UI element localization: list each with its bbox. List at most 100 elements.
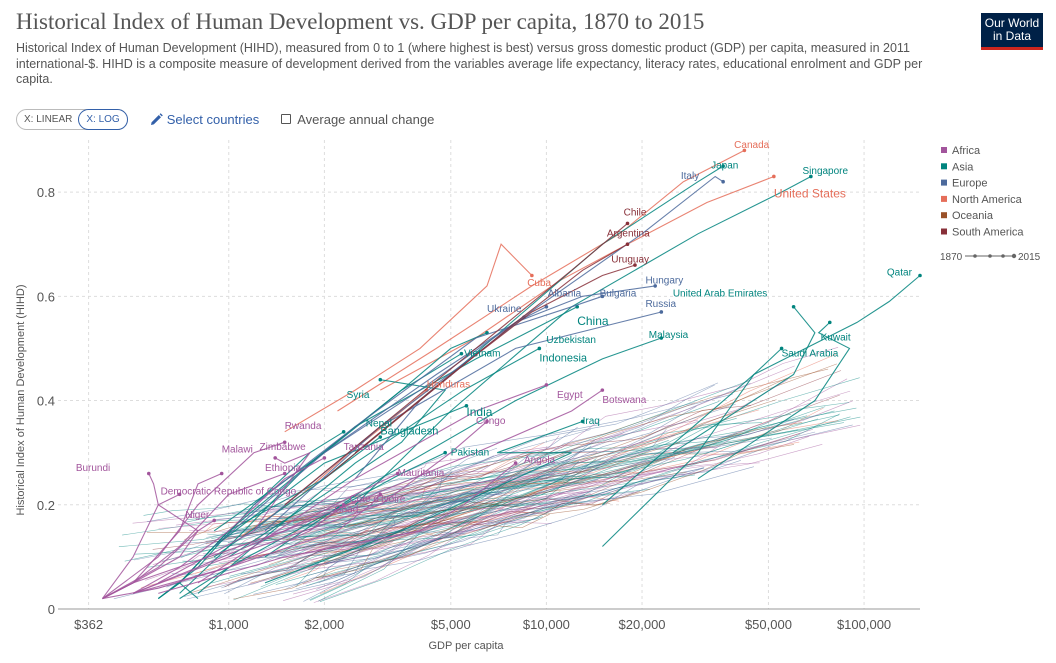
country-label[interactable]: Vietnam — [464, 348, 501, 359]
country-path[interactable] — [132, 389, 603, 584]
country-label[interactable]: Albania — [548, 288, 582, 299]
average-change-checkbox[interactable]: Average annual change — [281, 112, 434, 127]
country-endpoint[interactable] — [395, 471, 400, 476]
country-path[interactable] — [158, 462, 516, 594]
country-label[interactable]: China — [577, 314, 609, 328]
country-endpoint[interactable] — [464, 403, 469, 408]
country-endpoint[interactable] — [177, 492, 182, 497]
country-path[interactable] — [324, 243, 628, 480]
country-path[interactable] — [253, 295, 603, 506]
country-label[interactable]: Kuwait — [821, 333, 851, 344]
country-label[interactable]: Cote d'Ivoire — [350, 494, 406, 505]
country-endpoint[interactable] — [721, 179, 725, 184]
country-path[interactable] — [380, 175, 775, 391]
country-endpoint[interactable] — [809, 174, 813, 179]
country-label[interactable]: Pakistan — [451, 447, 489, 458]
country-path[interactable] — [602, 275, 921, 506]
country-path[interactable] — [102, 472, 222, 600]
country-label[interactable]: Indonesia — [539, 352, 588, 364]
country-endpoint[interactable] — [513, 461, 518, 465]
country-endpoint[interactable] — [779, 346, 784, 351]
country-label[interactable]: India — [466, 405, 492, 419]
country-path[interactable] — [101, 473, 159, 599]
country-endpoint[interactable] — [625, 221, 630, 226]
country-endpoint[interactable] — [530, 273, 534, 278]
country-endpoint[interactable] — [146, 471, 151, 476]
country-endpoint[interactable] — [918, 273, 922, 278]
country-endpoint[interactable] — [659, 310, 664, 314]
country-endpoint[interactable] — [544, 304, 549, 309]
country-path[interactable] — [197, 347, 540, 594]
country-path[interactable] — [354, 175, 724, 480]
country-label[interactable]: Chile — [624, 208, 647, 219]
country-path[interactable] — [264, 311, 662, 532]
country-endpoint[interactable] — [273, 456, 277, 460]
country-endpoint[interactable] — [459, 351, 464, 356]
country-path[interactable] — [102, 504, 345, 600]
country-endpoint[interactable] — [791, 304, 796, 309]
legend-label[interactable]: Oceania — [952, 210, 994, 222]
country-label[interactable]: Canada — [734, 140, 769, 151]
country-path[interactable] — [602, 347, 782, 547]
country-path[interactable] — [354, 176, 812, 506]
country-label[interactable]: Mauritania — [398, 468, 445, 479]
country-label[interactable]: Uruguay — [611, 254, 649, 265]
country-label[interactable]: Botswana — [602, 395, 646, 406]
country-label[interactable]: Malawi — [222, 445, 253, 456]
country-label[interactable]: Rwanda — [285, 421, 322, 432]
country-endpoint[interactable] — [282, 471, 287, 476]
country-endpoint[interactable] — [537, 346, 542, 351]
country-endpoint[interactable] — [600, 388, 605, 392]
country-label[interactable]: Uzbekistan — [546, 335, 595, 346]
country-path[interactable] — [228, 379, 447, 558]
country-label[interactable]: Iraq — [583, 416, 600, 427]
country-path[interactable] — [264, 337, 662, 558]
country-path[interactable] — [197, 384, 547, 584]
country-label[interactable]: Chad — [334, 505, 358, 516]
country-label[interactable]: Ukraine — [487, 304, 522, 315]
country-label[interactable]: Russia — [645, 299, 676, 310]
country-label[interactable]: Ethiopia — [265, 463, 302, 474]
country-label[interactable]: Qatar — [887, 267, 913, 278]
country-label[interactable]: Democratic Republic of Congo — [161, 486, 297, 497]
x-scale-toggle[interactable]: X: LINEAR X: LOG — [16, 108, 128, 130]
country-label[interactable]: Hungary — [645, 275, 683, 286]
country-endpoint[interactable] — [378, 492, 383, 497]
country-label[interactable]: Tanzania — [344, 442, 384, 453]
x-log-option[interactable]: X: LOG — [78, 108, 128, 130]
country-path[interactable] — [284, 243, 533, 433]
country-label[interactable]: Bulgaria — [600, 288, 637, 299]
country-path[interactable] — [158, 451, 312, 584]
select-countries-button[interactable]: Select countries — [150, 112, 259, 127]
country-label[interactable]: Italy — [681, 171, 699, 182]
country-endpoint[interactable] — [544, 383, 549, 387]
x-linear-option[interactable]: X: LINEAR — [24, 113, 73, 125]
country-endpoint[interactable] — [212, 518, 217, 523]
country-path[interactable] — [132, 420, 488, 594]
country-path[interactable] — [354, 264, 636, 454]
legend-label[interactable]: Europe — [952, 178, 987, 190]
country-label[interactable]: Angola — [524, 455, 556, 466]
country-endpoint[interactable] — [653, 284, 657, 288]
country-label[interactable]: Honduras — [427, 380, 470, 391]
country-endpoint[interactable] — [575, 304, 579, 309]
country-label[interactable]: Congo — [476, 416, 506, 427]
country-label[interactable]: Zimbabwe — [260, 442, 307, 453]
country-label[interactable]: United States — [774, 186, 846, 200]
country-endpoint[interactable] — [322, 456, 327, 460]
country-endpoint[interactable] — [282, 440, 287, 445]
country-endpoint[interactable] — [721, 164, 725, 168]
country-endpoint[interactable] — [772, 174, 776, 179]
country-endpoint[interactable] — [633, 263, 637, 267]
legend-label[interactable]: North America — [952, 194, 1023, 206]
country-label[interactable]: Bangladesh — [380, 425, 438, 437]
country-endpoint[interactable] — [219, 471, 224, 476]
country-label[interactable]: Syria — [347, 390, 370, 401]
country-endpoint[interactable] — [659, 336, 664, 340]
country-label[interactable]: Japan — [711, 161, 738, 172]
country-endpoint[interactable] — [378, 377, 383, 382]
country-path[interactable] — [102, 441, 285, 600]
country-endpoint[interactable] — [580, 419, 585, 424]
country-label[interactable]: Burundi — [76, 463, 110, 474]
country-label[interactable]: United Arab Emirates — [673, 288, 768, 299]
